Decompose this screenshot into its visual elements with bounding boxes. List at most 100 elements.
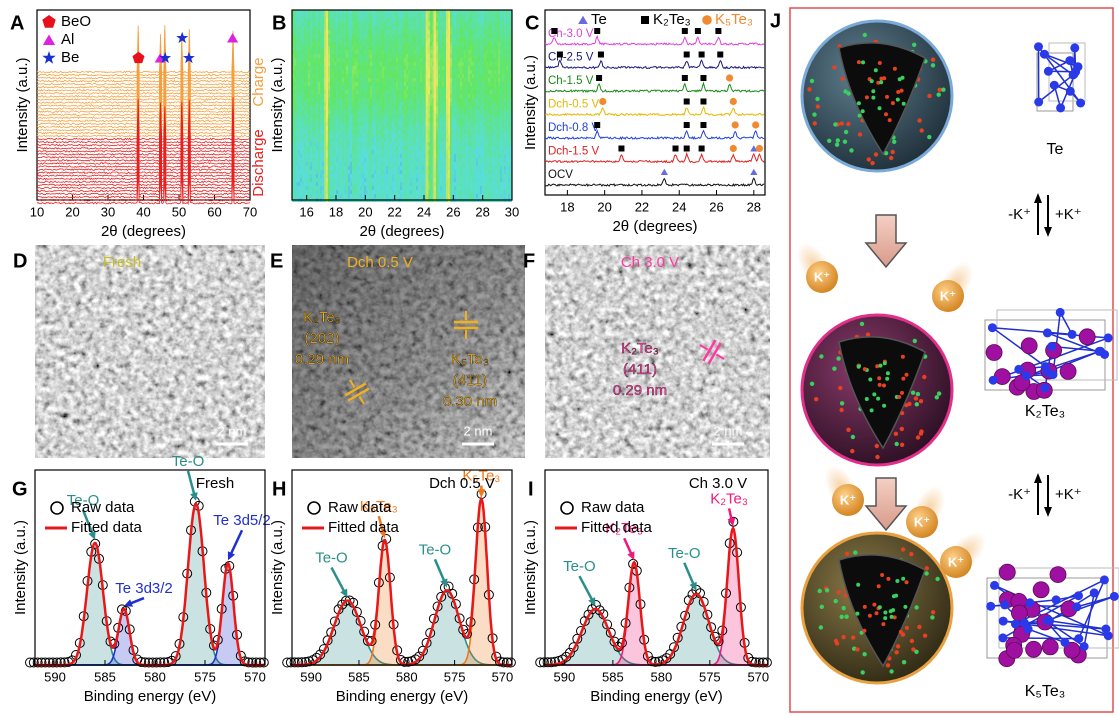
heatmap-cell	[346, 174, 348, 178]
heatmap-cell	[508, 70, 510, 74]
heatmap-cell	[342, 114, 344, 118]
heatmap-cell	[354, 166, 356, 170]
heatmap-cell	[294, 46, 296, 50]
heatmap-cell	[378, 118, 380, 122]
heatmap-cell	[356, 46, 358, 50]
heatmap-cell	[422, 150, 424, 154]
heatmap-cell	[302, 178, 304, 182]
heatmap-cell	[386, 38, 388, 42]
heatmap-cell	[484, 26, 486, 30]
heatmap-cell	[348, 62, 350, 66]
heatmap-cell	[418, 118, 420, 122]
heatmap-cell	[384, 186, 386, 190]
heatmap-cell	[360, 66, 362, 70]
heatmap-cell	[318, 42, 320, 46]
heatmap-cell	[476, 126, 478, 130]
heatmap-cell	[314, 178, 316, 182]
heatmap-cell	[390, 70, 392, 74]
heatmap-cell	[476, 70, 478, 74]
heatmap-cell	[396, 34, 398, 38]
heatmap-cell	[342, 30, 344, 34]
heatmap-cell	[468, 86, 470, 90]
heatmap-cell	[480, 50, 482, 54]
heatmap-cell	[490, 158, 492, 162]
heatmap-cell	[316, 34, 318, 38]
heatmap-cell	[400, 170, 402, 174]
heatmap-cell	[450, 114, 452, 118]
heatmap-cell	[384, 162, 386, 166]
heatmap-cell	[466, 74, 468, 78]
heatmap-cell	[350, 138, 352, 142]
heatmap-cell	[458, 122, 460, 126]
heatmap-cell	[314, 146, 316, 150]
heatmap-cell	[354, 14, 356, 18]
heatmap-cell	[476, 86, 478, 90]
heatmap-cell	[350, 46, 352, 50]
heatmap-cell	[476, 50, 478, 54]
heatmap-cell	[504, 30, 506, 34]
heatmap-cell	[350, 170, 352, 174]
heatmap-cell	[360, 110, 362, 114]
heatmap-cell	[360, 142, 362, 146]
heatmap-cell	[316, 98, 318, 102]
heatmap-cell	[384, 118, 386, 122]
heatmap-cell	[450, 182, 452, 186]
heatmap-cell	[352, 62, 354, 66]
heatmap-cell	[334, 166, 336, 170]
heatmap-cell	[334, 78, 336, 82]
heatmap-cell	[368, 50, 370, 54]
heatmap-cell	[320, 174, 322, 178]
heatmap-cell	[492, 86, 494, 90]
heatmap-cell	[504, 94, 506, 98]
heatmap-cell	[410, 58, 412, 62]
heatmap-cell	[374, 162, 376, 166]
heatmap-cell	[370, 78, 372, 82]
heatmap-cell	[300, 170, 302, 174]
heatmap-cell	[298, 46, 300, 50]
heatmap-cell	[494, 34, 496, 38]
heatmap-cell	[390, 26, 392, 30]
heatmap-cell	[450, 118, 452, 122]
heatmap-cell	[464, 150, 466, 154]
heatmap-cell	[454, 150, 456, 154]
heatmap-cell	[384, 46, 386, 50]
heatmap-cell	[504, 142, 506, 146]
heatmap-cell	[348, 106, 350, 110]
heatmap-cell	[376, 174, 378, 178]
heatmap-cell	[336, 70, 338, 74]
heatmap-cell	[472, 174, 474, 178]
heatmap-cell	[334, 70, 336, 74]
heatmap-cell	[456, 118, 458, 122]
heatmap-cell	[372, 70, 374, 74]
heatmap-cell	[348, 18, 350, 22]
heatmap-cell	[452, 30, 454, 34]
heatmap-cell	[488, 174, 490, 178]
heatmap-cell	[386, 34, 388, 38]
heatmap-cell	[464, 86, 466, 90]
heatmap-cell	[376, 154, 378, 158]
heatmap-cell	[370, 158, 372, 162]
heatmap-cell	[490, 126, 492, 130]
heatmap-cell	[420, 110, 422, 114]
heatmap-cell	[480, 86, 482, 90]
heatmap-cell	[422, 46, 424, 50]
heatmap-cell	[496, 178, 498, 182]
heatmap-cell	[374, 174, 376, 178]
heatmap-cell	[464, 74, 466, 78]
heatmap-cell	[508, 122, 510, 126]
heatmap-cell	[356, 102, 358, 106]
heatmap-cell	[408, 78, 410, 82]
heatmap-cell	[376, 170, 378, 174]
heatmap-cell	[394, 178, 396, 182]
heatmap-cell	[358, 42, 360, 46]
heatmap-cell	[472, 46, 474, 50]
heatmap-cell	[360, 182, 362, 186]
heatmap-cell	[392, 134, 394, 138]
heatmap-cell	[500, 118, 502, 122]
heatmap-cell	[342, 94, 344, 98]
heatmap-cell	[376, 86, 378, 90]
heatmap-cell	[416, 170, 418, 174]
heatmap-cell	[436, 126, 438, 130]
heatmap-cell	[358, 74, 360, 78]
heatmap-cell	[478, 114, 480, 118]
